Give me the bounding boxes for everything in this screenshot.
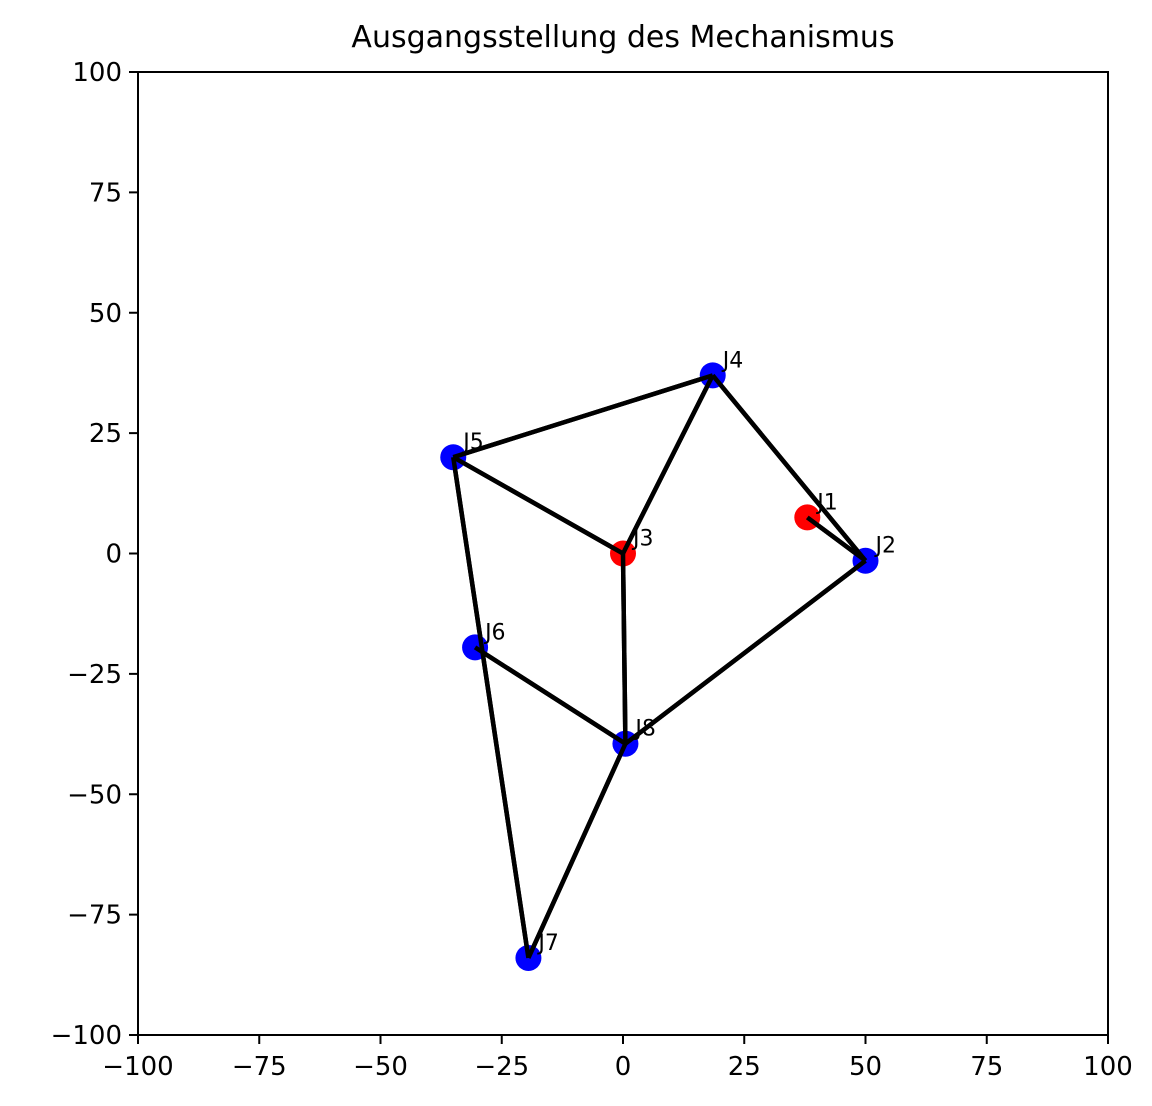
joint-label-j2: J2 xyxy=(874,534,897,559)
x-tick-label: 0 xyxy=(615,1052,632,1082)
link-overlay-j2-j8 xyxy=(624,558,867,746)
point-label-layer: J1 J2 J3 J4 J5 J6 J7 J8 xyxy=(461,348,896,956)
joint-label-j7: J7 xyxy=(536,931,559,956)
point-layer xyxy=(440,362,879,971)
y-axis: −100 −75 −50 −25 0 25 50 75 100 xyxy=(51,58,138,1051)
y-tick-label: 25 xyxy=(89,419,122,449)
x-axis: −100 −75 −50 −25 0 25 50 75 100 xyxy=(102,1035,1133,1082)
x-tick-label: 50 xyxy=(849,1052,882,1082)
y-tick-label: −100 xyxy=(51,1021,122,1051)
link-overlay-j4-j5 xyxy=(452,373,714,460)
x-tick-label: −75 xyxy=(232,1052,287,1082)
y-tick-label: 75 xyxy=(89,178,122,208)
y-tick-label: 100 xyxy=(72,58,122,88)
link-overlay-j6-j8 xyxy=(473,645,627,746)
joint-label-j5: J5 xyxy=(461,430,484,455)
y-tick-label: 0 xyxy=(105,540,122,570)
link-overlay-j3-j8 xyxy=(620,553,628,744)
link-overlay-j1-j2 xyxy=(805,515,867,563)
x-tick-label: −100 xyxy=(102,1052,173,1082)
joint-label-j6: J6 xyxy=(483,620,506,645)
y-tick-label: −75 xyxy=(67,901,122,931)
joint-label-j4: J4 xyxy=(721,348,744,373)
x-tick-label: 100 xyxy=(1083,1052,1133,1082)
x-tick-label: 75 xyxy=(970,1052,1003,1082)
x-tick-label: −50 xyxy=(353,1052,408,1082)
joint-label-j1: J1 xyxy=(815,490,838,515)
x-tick-label: 25 xyxy=(728,1052,761,1082)
link-overlay-j5-j3 xyxy=(452,455,625,556)
joint-label-j3: J3 xyxy=(631,527,654,552)
link-overlay-j2-j4 xyxy=(710,373,868,563)
y-tick-label: −50 xyxy=(67,780,122,810)
joint-label-j8: J8 xyxy=(633,717,656,742)
y-tick-label: −25 xyxy=(67,660,122,690)
y-tick-label: 50 xyxy=(89,299,122,329)
chart-title: Ausgangsstellung des Mechanismus xyxy=(351,20,894,55)
x-tick-label: −25 xyxy=(474,1052,529,1082)
link-overlay-j8-j7 xyxy=(526,742,628,959)
link-overlay-j5-j7 xyxy=(451,456,531,959)
link-overlay-j4-j3 xyxy=(620,374,715,555)
